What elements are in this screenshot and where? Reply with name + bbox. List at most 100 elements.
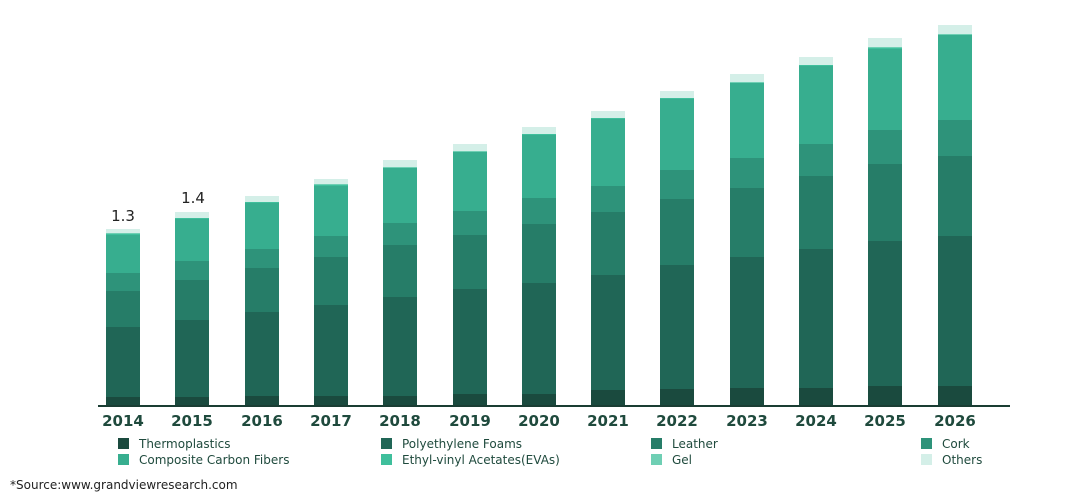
segment-leather	[314, 257, 348, 306]
x-tick-2018: 2018	[379, 412, 421, 430]
segment-thermoplastics	[453, 394, 487, 405]
segment-cork	[591, 185, 625, 213]
bar-2017	[314, 178, 348, 405]
segment-polyethylene-foams	[730, 257, 764, 388]
segment-ethyl-vinyl-acetates-evas	[175, 218, 209, 219]
segment-others	[245, 196, 279, 202]
bar-2015	[175, 212, 209, 405]
legend-item-others: Others	[921, 452, 982, 467]
bar-2019	[453, 144, 487, 405]
segment-ethyl-vinyl-acetates-evas	[383, 167, 417, 169]
segment-others	[591, 111, 625, 118]
bar-2018	[383, 160, 417, 405]
segment-cork	[314, 236, 348, 258]
segment-gel	[314, 184, 348, 185]
segment-leather	[522, 224, 556, 283]
segment-thermoplastics	[730, 387, 764, 405]
x-tick-2020: 2020	[518, 412, 560, 430]
segment-gel	[938, 33, 972, 35]
legend-item-cork: Cork	[921, 436, 970, 451]
x-tick-2021: 2021	[587, 412, 629, 430]
x-tick-2025: 2025	[864, 412, 906, 430]
segment-cork	[730, 157, 764, 189]
segment-thermoplastics	[660, 389, 694, 405]
segment-composite-carbon-fibers	[522, 135, 556, 198]
segment-others	[660, 91, 694, 98]
segment-composite-carbon-fibers	[383, 168, 417, 223]
segment-thermoplastics	[175, 397, 209, 405]
segment-ethyl-vinyl-acetates-evas	[245, 202, 279, 203]
segment-cork	[383, 222, 417, 246]
segment-ethyl-vinyl-acetates-evas	[868, 47, 902, 49]
segment-composite-carbon-fibers	[453, 152, 487, 211]
segment-polyethylene-foams	[245, 311, 279, 396]
segment-leather	[868, 164, 902, 242]
segment-composite-carbon-fibers	[938, 35, 972, 121]
segment-leather	[591, 212, 625, 275]
segment-polyethylene-foams	[175, 319, 209, 398]
segment-gel	[383, 166, 417, 168]
segment-ethyl-vinyl-acetates-evas	[730, 82, 764, 84]
x-tick-2014: 2014	[102, 412, 144, 430]
legend-swatch	[921, 438, 932, 449]
segment-cork	[453, 210, 487, 235]
legend-label: Thermoplastics	[139, 436, 231, 451]
segment-gel	[453, 151, 487, 152]
x-tick-2022: 2022	[656, 412, 698, 430]
segment-composite-carbon-fibers	[314, 185, 348, 237]
segment-composite-carbon-fibers	[868, 48, 902, 130]
segment-polyethylene-foams	[522, 282, 556, 395]
segment-gel	[106, 233, 140, 235]
legend-swatch	[118, 438, 129, 449]
segment-others	[383, 160, 417, 167]
segment-others	[522, 127, 556, 134]
segment-ethyl-vinyl-acetates-evas	[106, 234, 140, 235]
segment-others	[106, 229, 140, 234]
segment-cork	[938, 120, 972, 157]
bar-2026	[938, 24, 972, 405]
segment-others	[799, 56, 833, 65]
legend-swatch	[921, 454, 932, 465]
segment-others	[453, 144, 487, 152]
segment-polyethylene-foams	[453, 289, 487, 395]
segment-polyethylene-foams	[591, 274, 625, 391]
segment-thermoplastics	[868, 386, 902, 405]
segment-cork	[868, 129, 902, 165]
segment-composite-carbon-fibers	[730, 83, 764, 158]
segment-leather	[660, 198, 694, 266]
segment-cork	[175, 261, 209, 280]
segment-gel	[522, 133, 556, 135]
legend-item-gel: Gel	[651, 452, 692, 467]
segment-gel	[799, 64, 833, 66]
segment-ethyl-vinyl-acetates-evas	[522, 134, 556, 136]
segment-composite-carbon-fibers	[591, 119, 625, 186]
segment-thermoplastics	[383, 395, 417, 405]
bar-2022	[660, 91, 694, 405]
segment-cork	[106, 273, 140, 291]
segment-leather	[175, 280, 209, 320]
legend-label: Cork	[942, 436, 970, 451]
segment-gel	[730, 81, 764, 83]
segment-thermoplastics	[938, 386, 972, 405]
legend-swatch	[651, 438, 662, 449]
x-tick-2015: 2015	[171, 412, 213, 430]
legend-item-thermoplastics: Thermoplastics	[118, 436, 231, 451]
bar-2016	[245, 196, 279, 405]
segment-ethyl-vinyl-acetates-evas	[938, 34, 972, 36]
legend-label: Composite Carbon Fibers	[139, 452, 290, 467]
bar-2025	[868, 37, 902, 405]
legend-item-polyethylene-foams: Polyethylene Foams	[381, 436, 522, 451]
legend-swatch	[381, 438, 392, 449]
legend-swatch	[381, 454, 392, 465]
segment-gel	[660, 97, 694, 99]
segment-leather	[245, 268, 279, 312]
segment-polyethylene-foams	[106, 326, 140, 398]
bar-2024	[799, 56, 833, 405]
segment-polyethylene-foams	[383, 297, 417, 396]
segment-thermoplastics	[522, 394, 556, 405]
segment-cork	[660, 169, 694, 199]
segment-leather	[938, 156, 972, 237]
bar-2020	[522, 127, 556, 405]
segment-cork	[799, 144, 833, 177]
